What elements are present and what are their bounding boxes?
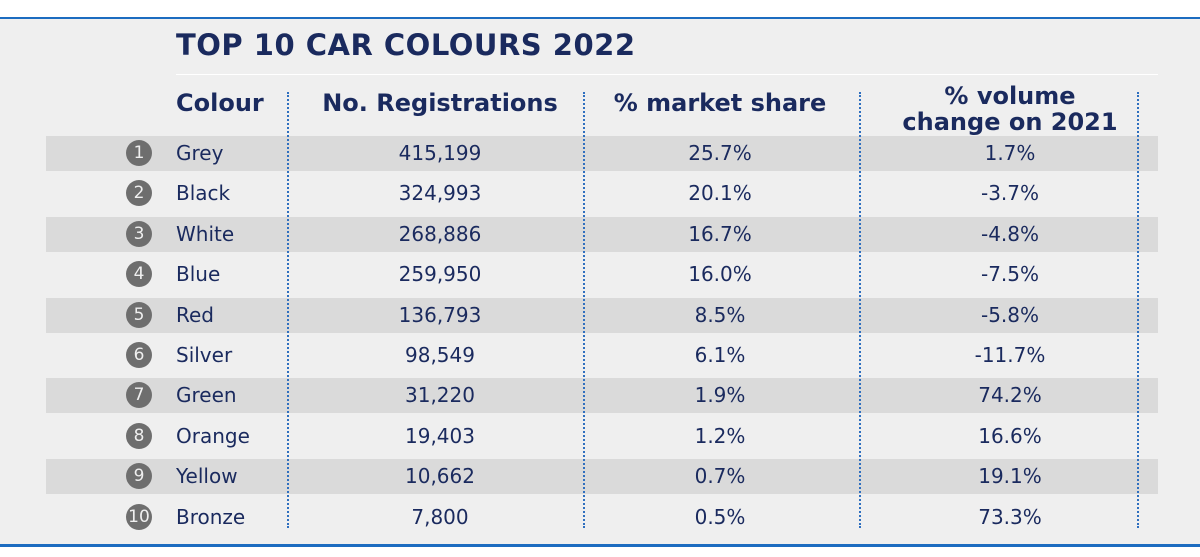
cell-market-share: 1.9%: [694, 383, 746, 407]
row-shading: [46, 378, 1158, 413]
header-volume-change: % volume change on 2021: [865, 83, 1155, 135]
cell-colour: Grey: [176, 141, 224, 165]
cell-registrations: 324,993: [398, 181, 482, 205]
rank-badge: 4: [126, 261, 152, 287]
column-divider: [583, 92, 585, 528]
cell-colour: Silver: [176, 343, 233, 367]
rank-badge: 2: [126, 180, 152, 206]
cell-market-share: 1.2%: [694, 424, 746, 448]
cell-market-share: 8.5%: [694, 303, 746, 327]
title-underline: [176, 74, 1158, 75]
cell-colour: Blue: [176, 262, 221, 286]
row-shading: [46, 136, 1158, 171]
rank-badge: 3: [126, 221, 152, 247]
cell-registrations: 136,793: [398, 303, 482, 327]
cell-colour: Bronze: [176, 505, 246, 529]
top-margin: [0, 0, 1200, 17]
row-shading: [46, 217, 1158, 252]
cell-market-share: 0.7%: [694, 464, 746, 488]
column-divider: [859, 92, 861, 528]
header-market-share: % market share: [613, 89, 827, 117]
header-registrations: No. Registrations: [322, 89, 558, 117]
cell-colour: Yellow: [176, 464, 238, 488]
cell-volume-change: 19.1%: [978, 464, 1042, 488]
cell-registrations: 259,950: [398, 262, 482, 286]
rank-badge: 5: [126, 302, 152, 328]
cell-market-share: 20.1%: [688, 181, 752, 205]
cell-volume-change: 74.2%: [978, 383, 1042, 407]
header-volume-change-line2: change on 2021: [902, 108, 1118, 136]
cell-registrations: 98,549: [405, 343, 475, 367]
rank-badge: 6: [126, 342, 152, 368]
cell-market-share: 6.1%: [694, 343, 746, 367]
cell-colour: Orange: [176, 424, 250, 448]
cell-volume-change: -5.8%: [980, 303, 1040, 327]
rank-badge: 7: [126, 382, 152, 408]
cell-registrations: 10,662: [405, 464, 475, 488]
header-colour: Colour: [176, 89, 264, 117]
column-divider: [287, 92, 289, 528]
cell-registrations: 268,886: [398, 222, 482, 246]
cell-volume-change: 73.3%: [978, 505, 1042, 529]
row-shading: [46, 298, 1158, 333]
cell-market-share: 0.5%: [694, 505, 746, 529]
cell-colour: Red: [176, 303, 214, 327]
cell-volume-change: -7.5%: [980, 262, 1040, 286]
cell-volume-change: 16.6%: [978, 424, 1042, 448]
cell-market-share: 16.0%: [688, 262, 752, 286]
cell-registrations: 19,403: [405, 424, 475, 448]
column-divider: [1137, 92, 1139, 528]
rank-badge: 9: [126, 463, 152, 489]
bottom-rule: [0, 544, 1200, 547]
cell-registrations: 31,220: [405, 383, 475, 407]
cell-colour: Green: [176, 383, 237, 407]
cell-market-share: 16.7%: [688, 222, 752, 246]
header-volume-change-line1: % volume: [944, 82, 1076, 110]
cell-colour: Black: [176, 181, 231, 205]
rank-badge: 1: [126, 140, 152, 166]
top-rule: [0, 17, 1200, 19]
cell-market-share: 25.7%: [688, 141, 752, 165]
cell-colour: White: [176, 222, 235, 246]
rank-badge: 10: [126, 504, 152, 530]
row-shading: [46, 459, 1158, 494]
cell-volume-change: 1.7%: [984, 141, 1036, 165]
cell-registrations: 7,800: [411, 505, 469, 529]
rank-badge: 8: [126, 423, 152, 449]
cell-volume-change: -11.7%: [974, 343, 1046, 367]
cell-volume-change: -4.8%: [980, 222, 1040, 246]
cell-volume-change: -3.7%: [980, 181, 1040, 205]
table-title: TOP 10 CAR COLOURS 2022: [176, 28, 636, 62]
bottom-margin: [0, 547, 1200, 557]
cell-registrations: 415,199: [398, 141, 482, 165]
